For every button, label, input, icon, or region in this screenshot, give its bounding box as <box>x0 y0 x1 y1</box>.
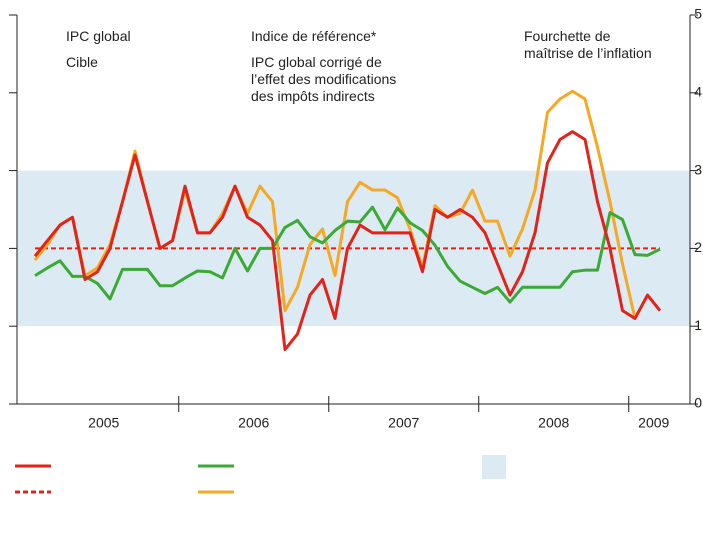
x-tick-label: 2008 <box>538 415 569 430</box>
legend-label: Cible <box>66 54 98 70</box>
x-tick-label: 2005 <box>88 415 119 430</box>
series-line <box>33 89 637 319</box>
y-tick-label: 5 <box>694 6 702 22</box>
y-tick-label: 2 <box>694 239 702 255</box>
y-tick-label: 3 <box>694 161 702 177</box>
target-band <box>17 170 690 327</box>
legend-swatch <box>482 455 506 479</box>
x-tick-label: 2007 <box>388 415 419 430</box>
y-tick-label: 4 <box>694 84 702 100</box>
legend-label: IPC global <box>66 28 131 44</box>
y-tick-label: 1 <box>694 317 702 333</box>
x-tick-label: 2006 <box>238 415 269 430</box>
series-line <box>33 130 662 352</box>
y-tick-label: 0 <box>694 395 702 411</box>
series-line <box>34 205 661 304</box>
x-tick-label: 2009 <box>638 415 669 430</box>
chart: 0 1 2 3 4 5 2005 2006 2007 2008 2009 <box>9 6 702 430</box>
legend-label: IPC global corrigé de l’effet des modifi… <box>251 54 397 104</box>
legend-swatches <box>15 455 506 494</box>
legend-label: Indice de référence* <box>251 28 377 44</box>
legend-label: Fourchette de maîtrise de l’inflation <box>524 28 652 61</box>
